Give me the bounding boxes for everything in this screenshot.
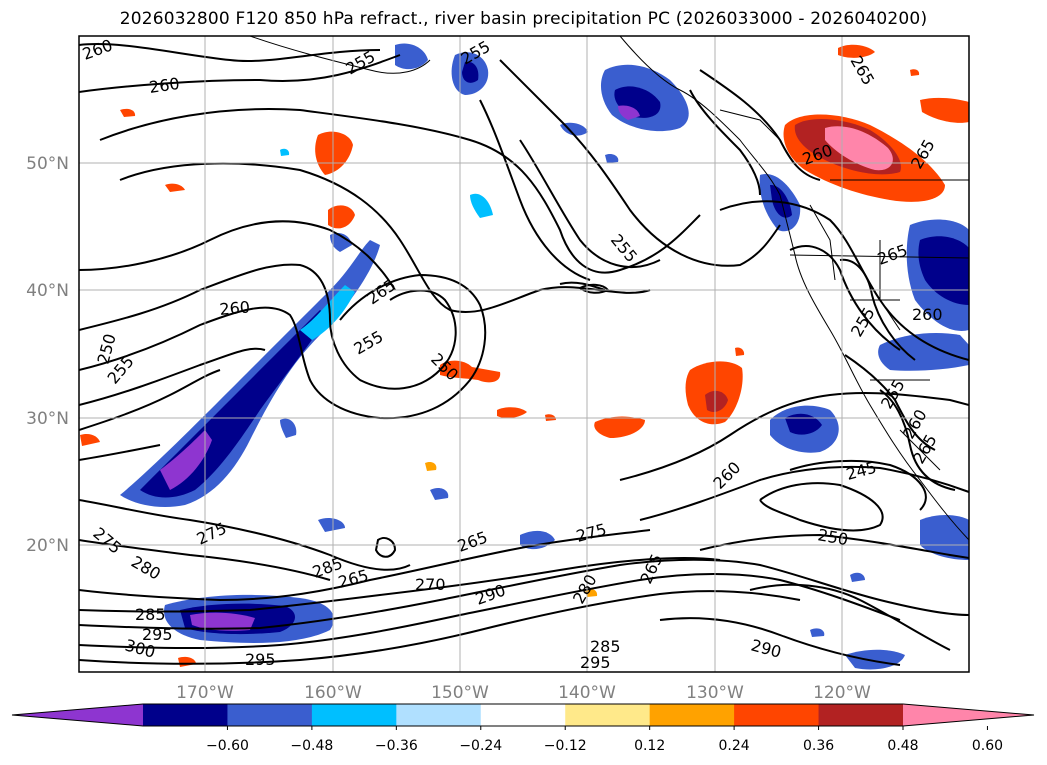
lat-label: 20°N — [26, 536, 69, 556]
colorbar-tick-label: −0.12 — [544, 738, 587, 754]
colorbar-segment — [227, 704, 313, 726]
contour-label: 295 — [245, 650, 276, 669]
latitude-labels: 50°N 40°N 30°N 20°N — [26, 154, 69, 556]
colorbar-segment — [480, 704, 566, 726]
contour-label: 285 — [135, 605, 166, 624]
colorbar-tick-label: −0.60 — [206, 738, 249, 754]
lon-label: 140°W — [558, 683, 616, 703]
colorbar-tick-label: −0.24 — [459, 738, 502, 754]
contour-label: 285 — [590, 637, 621, 656]
lat-label: 30°N — [26, 409, 69, 429]
map-frame — [78, 35, 970, 673]
colorbar-segment — [649, 704, 735, 726]
colorbar-segment — [818, 704, 904, 726]
colorbar-tick-label: 0.12 — [634, 738, 665, 754]
colorbar-tick-label: −0.36 — [375, 738, 418, 754]
lon-label: 120°W — [813, 683, 871, 703]
contour-label: 260 — [148, 74, 181, 97]
colorbar-tick-label: 0.36 — [803, 738, 834, 754]
colorbar-segment — [734, 704, 820, 726]
contour-label: 260 — [219, 297, 251, 319]
contour-label: 270 — [415, 575, 446, 594]
chart-title: 2026032800 F120 850 hPa refract., river … — [119, 9, 928, 29]
colorbar-tick-label: 0.24 — [719, 738, 750, 754]
precip-negative-areas — [120, 43, 969, 670]
lon-label: 160°W — [304, 683, 362, 703]
colorbar-tick-label: −0.48 — [290, 738, 333, 754]
lat-label: 50°N — [26, 154, 69, 174]
colorbar-segment — [143, 704, 228, 726]
lon-label: 170°W — [176, 683, 234, 703]
contour-label: 295 — [580, 653, 611, 672]
contour-label: 260 — [912, 305, 943, 324]
colorbar-outline — [11, 703, 1035, 727]
graticule — [79, 36, 969, 672]
colorbar-segment — [565, 704, 651, 726]
lat-label: 40°N — [26, 281, 69, 301]
coastlines — [249, 36, 969, 541]
colorbar-extend-high — [903, 704, 1034, 726]
colorbar-tick-label: 0.60 — [972, 738, 1003, 754]
contour-label: 295 — [142, 625, 173, 644]
colorbar-extend-low — [12, 704, 143, 726]
colorbar-tick-label: 0.48 — [887, 738, 918, 754]
colorbar: −0.60 −0.48 −0.36 −0.24 −0.12 0.12 0.24 0.36 0.4… — [11, 703, 1035, 754]
lon-label: 130°W — [686, 683, 744, 703]
colorbar-segment — [311, 704, 397, 726]
colorbar-segment — [396, 704, 482, 726]
longitude-labels: 170°W 160°W 150°W 140°W 130°W 120°W — [176, 683, 871, 703]
lon-label: 150°W — [431, 683, 489, 703]
